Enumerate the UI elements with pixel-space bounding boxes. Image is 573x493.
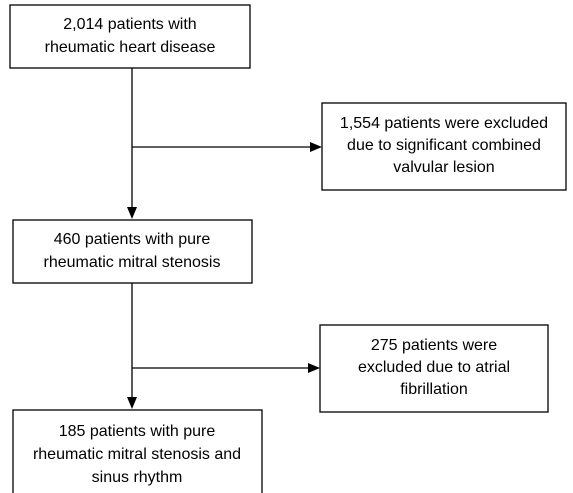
box-text: 275 patients were [371,337,497,354]
arrow-head [308,363,320,373]
arrow-head [127,207,137,219]
box-text: 1,554 patients were excluded [340,115,548,132]
box-text: due to significant combined [347,137,541,154]
box-text: rheumatic mitral stenosis and [33,446,241,463]
box-text: sinus rhythm [92,469,183,486]
box [321,102,567,191]
box [12,409,263,493]
box-text: rheumatic mitral stenosis [44,254,221,271]
box [12,219,253,284]
box-text: 185 patients with pure [59,423,216,440]
box-text: 2,014 patients with [63,16,196,33]
arrow-head [127,397,137,409]
box-text: fibrillation [400,381,468,398]
box-text: excluded due to atrial [358,359,510,376]
box [9,4,251,69]
box-text: 460 patients with pure [54,231,211,248]
box-text: rheumatic heart disease [45,39,216,56]
box-text: valvular lesion [393,159,494,176]
box [319,324,549,413]
arrow-head [310,142,322,152]
